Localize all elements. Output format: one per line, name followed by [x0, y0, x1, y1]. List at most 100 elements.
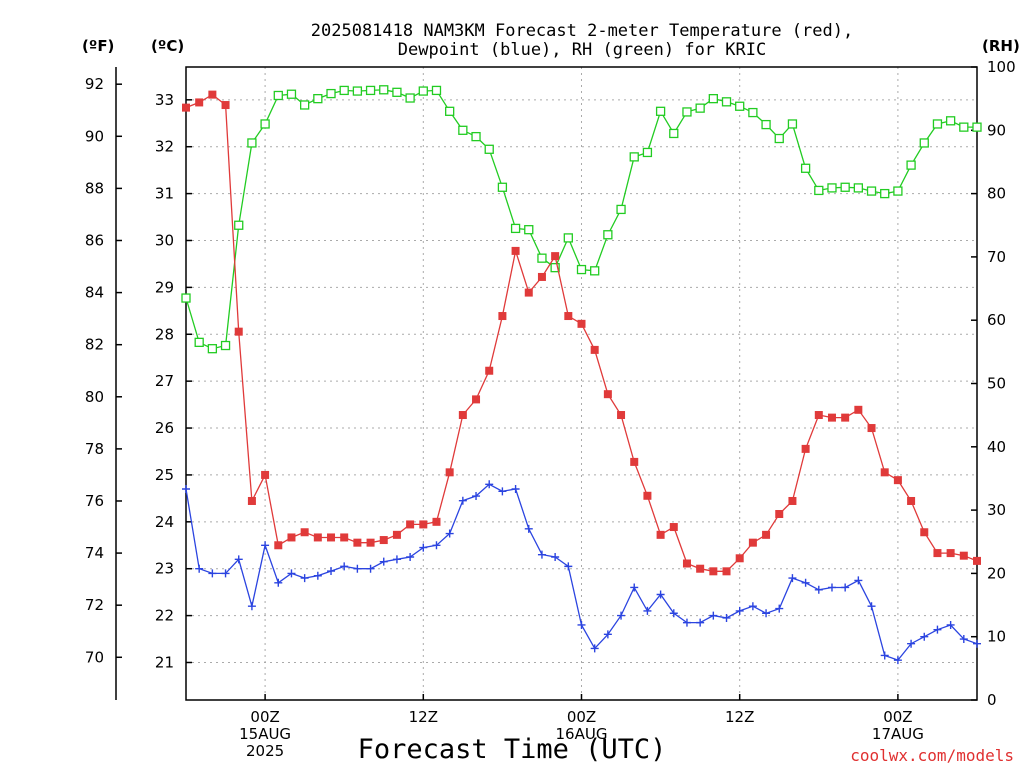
rh-tick-label: 30 [987, 501, 1006, 519]
rh-point [497, 182, 508, 192]
dewpoint-point [907, 639, 916, 648]
temperature-point [247, 496, 256, 505]
rh-point [761, 119, 771, 130]
temperature-point [300, 528, 309, 537]
dewpoint-point [722, 613, 731, 622]
rh-point [286, 89, 297, 99]
rh-point [392, 87, 402, 97]
dewpoint-point [854, 576, 863, 585]
temperature-point [406, 520, 415, 529]
rh-tick-label: 80 [987, 185, 1006, 203]
rh-point [220, 340, 231, 351]
rh-point [537, 253, 547, 263]
dewpoint-point [880, 651, 889, 660]
celsius-tick-label: 27 [155, 372, 174, 390]
celsius-tick-label: 23 [155, 560, 174, 578]
dewpoint-point [630, 583, 639, 592]
rh-tick-label: 50 [987, 375, 1006, 393]
time-tick-label: 15AUG [239, 725, 291, 743]
celsius-tick-label: 32 [155, 138, 174, 156]
dewpoint-point [762, 609, 771, 618]
celsius-tick-label: 28 [155, 325, 174, 343]
rh-point [669, 128, 679, 139]
dewpoint-point [419, 543, 428, 552]
temperature-point [617, 411, 626, 420]
rh-point [379, 85, 389, 95]
rh-point [313, 94, 323, 104]
rh-series [181, 85, 982, 354]
fahrenheit-tick-label: 88 [85, 179, 104, 197]
celsius-tick-label: 30 [155, 231, 174, 249]
rh-tick-label: 70 [987, 248, 1006, 266]
dewpoint-point [643, 606, 652, 615]
dewpoint-point [814, 585, 823, 594]
x-axis-label: Forecast Time (UTC) [358, 734, 667, 765]
rh-point [893, 186, 903, 196]
dewpoint-point [445, 529, 454, 538]
dewpoint-point [537, 550, 546, 559]
fahrenheit-tick-label: 78 [85, 440, 104, 458]
temperature-point [669, 523, 678, 532]
rh-point [814, 185, 824, 196]
rh-point [695, 103, 705, 113]
fahrenheit-tick-label: 74 [85, 544, 104, 562]
rh-point [774, 133, 784, 144]
temperature-point [603, 390, 612, 399]
temperature-point [419, 520, 428, 529]
rh-point [708, 94, 718, 104]
dewpoint-point [340, 562, 349, 571]
dewpoint-point [366, 564, 375, 573]
temperature-point [867, 424, 876, 433]
temperature-point [551, 252, 560, 261]
dewpoint-point [195, 564, 204, 573]
fahrenheit-axis: 70 72 74 76 78 80 82 84 86 88 90 92 [85, 75, 122, 666]
rh-tick-label: 20 [987, 564, 1006, 582]
temperature-point [313, 533, 322, 542]
dewpoint-point [577, 620, 586, 629]
rh-point [458, 125, 468, 135]
rh-point [484, 144, 494, 154]
dewpoint-point [748, 602, 757, 611]
dewpoint-point [485, 480, 494, 489]
dewpoint-point [920, 632, 929, 641]
time-tick-label: 16AUG [556, 725, 608, 743]
temperature-point [234, 327, 243, 336]
fahrenheit-tick-label: 80 [85, 388, 104, 406]
dewpoint-point [287, 569, 296, 578]
dewpoint-point [973, 639, 981, 648]
dewpoint-point [261, 541, 270, 550]
dewpoint-point [379, 557, 388, 566]
temperature-point [920, 528, 929, 537]
rh-point [787, 119, 798, 129]
time-tick-label: 00Z [883, 708, 912, 726]
dewpoint-point [313, 571, 322, 580]
rh-point [629, 152, 639, 162]
rh-point [800, 163, 811, 173]
temperature-point [221, 101, 230, 110]
celsius-tick-label: 26 [155, 419, 174, 437]
temperature-point [630, 457, 639, 466]
dewpoint-point [182, 485, 190, 493]
temperature-point [656, 530, 665, 539]
temperature-point [841, 413, 850, 422]
time-tick-label: 12Z [409, 708, 438, 726]
temperature-point [577, 319, 586, 328]
rh-point [866, 186, 877, 196]
rh-point [655, 106, 666, 116]
temperature-point [458, 411, 467, 420]
temperature-point [537, 272, 546, 281]
fahrenheit-tick-label: 92 [85, 75, 104, 93]
fahrenheit-tick-label: 72 [85, 596, 104, 614]
temperature-point [946, 549, 955, 558]
celsius-unit-label: (ºC) [151, 37, 184, 55]
rh-point [682, 107, 692, 117]
dewpoint-point [617, 611, 626, 620]
rh-point [932, 119, 943, 129]
dewpoint-point [590, 644, 599, 653]
temperature-point [643, 491, 652, 500]
rh-point [840, 182, 850, 192]
temperature-point [880, 468, 889, 477]
rh-point [247, 138, 257, 148]
rh-point [194, 337, 204, 348]
